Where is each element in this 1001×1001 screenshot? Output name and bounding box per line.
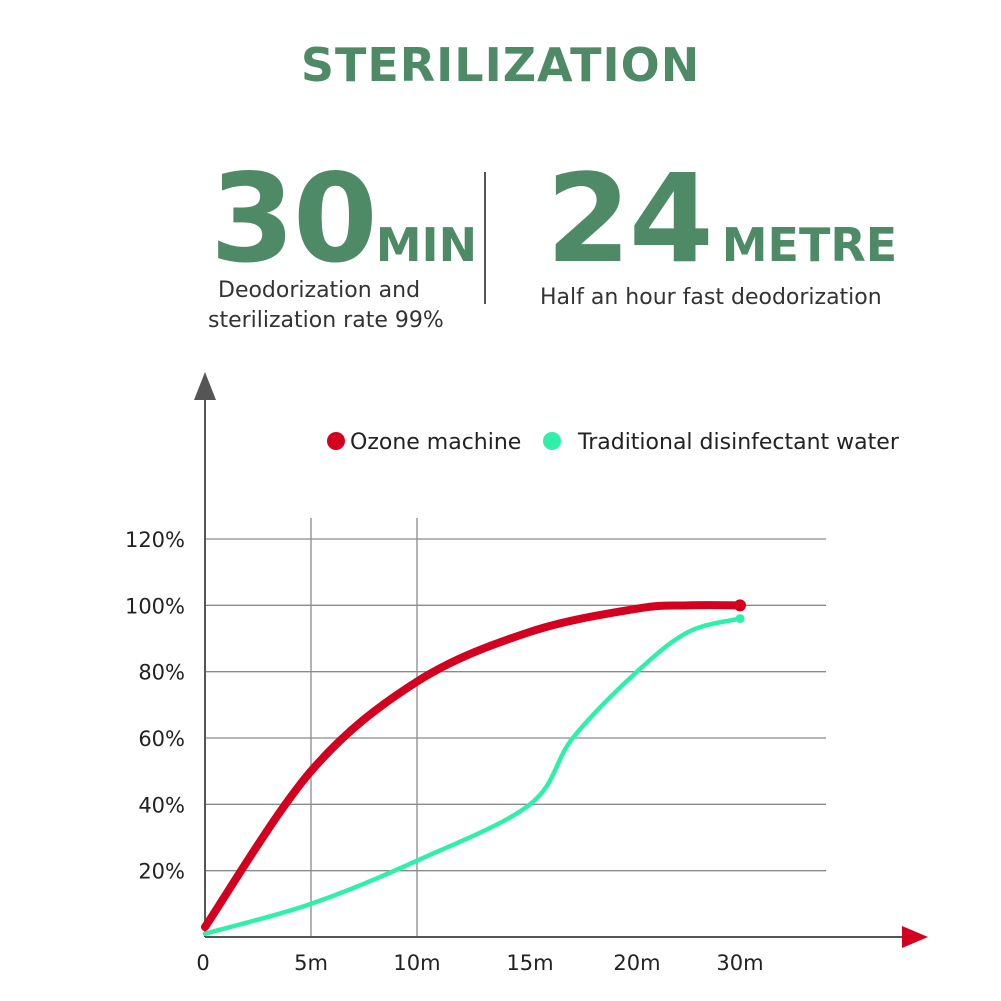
y-tick-label: 120% [125,528,185,552]
x-axis-arrow [902,926,928,948]
y-tick-label: 20% [138,860,185,884]
stat-right-value: 24 METRE [546,158,897,280]
x-tick-label: 0 [196,951,209,975]
chart-grid [205,518,826,937]
y-tick-label: 40% [138,793,185,817]
stat-left-desc-line2: sterilization rate 99% [208,308,444,333]
y-axis-arrow [194,372,216,400]
chart-axes [194,372,928,948]
stat-left-number: 30 [210,148,378,290]
y-tick-label: 80% [138,661,185,685]
legend-marker-traditional [543,432,561,450]
series-end-point-traditional [735,614,745,624]
stat-right-number: 24 [546,148,714,290]
legend-label-traditional: Traditional disinfectant water [577,430,900,455]
series-end-point-ozone [734,599,746,612]
y-tick-labels: 20% 40% 60% 80% 100% 120% [125,528,185,884]
series-line-ozone [201,601,744,932]
series-line-traditional [202,616,743,936]
x-tick-label: 15m [506,951,553,975]
stat-right-desc: Half an hour fast deodorization [540,285,882,310]
stat-divider [484,172,486,304]
x-tick-label: 20m [613,951,660,975]
legend-label-ozone: Ozone machine [350,430,521,455]
y-tick-label: 100% [125,594,185,618]
stat-left-value: 30MIN [210,158,477,280]
x-tick-labels: 0 5m 10m 15m 20m 30m [196,951,763,975]
x-tick-label: 10m [393,951,440,975]
legend-marker-ozone [327,432,345,450]
x-tick-label: 5m [294,951,328,975]
chart-legend: Ozone machine Traditional disinfectant wa… [327,430,900,455]
chart-series [201,599,746,936]
stat-right-unit: METRE [721,218,898,272]
page-title: STERILIZATION [300,38,701,92]
stat-left-desc-line1: Deodorization and [218,278,421,303]
x-tick-label: 30m [716,951,763,975]
y-tick-label: 60% [138,727,185,751]
stat-left-unit: MIN [375,218,478,272]
